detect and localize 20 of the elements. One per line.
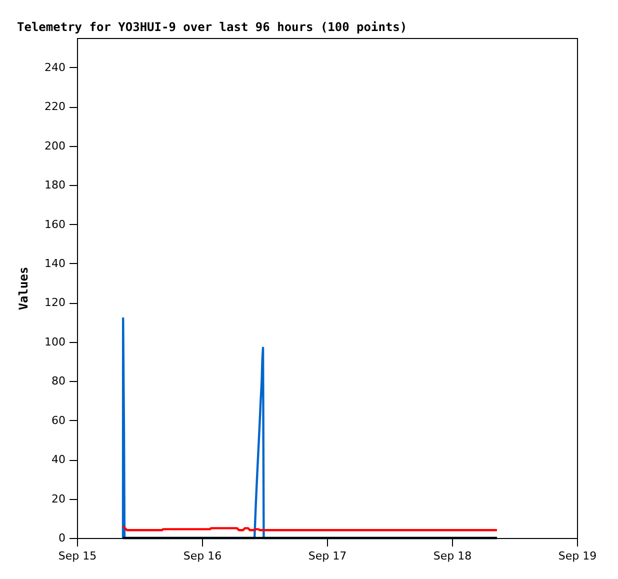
chart-title: Telemetry for YO3HUI-9 over last 96 hours (100 points) (17, 20, 408, 34)
x-tick-label: Sep 17 (308, 550, 347, 562)
y-tick-label: 100 (44, 335, 66, 348)
x-tick-label: Sep 19 (558, 550, 597, 562)
x-tick-label: Sep 16 (183, 550, 222, 562)
y-tick-label: 60 (52, 414, 66, 427)
y-tick-label: 80 (52, 374, 66, 388)
x-tick-label: Sep 15 (58, 550, 97, 562)
y-tick-label: 220 (44, 100, 66, 114)
y-tick-label: 200 (44, 139, 66, 152)
y-tick-label: 180 (44, 178, 66, 192)
y-tick-label: 20 (52, 492, 66, 506)
y-tick-label: 240 (44, 60, 66, 74)
y-tick-label: 140 (44, 256, 66, 270)
y-tick-label: 120 (44, 296, 66, 310)
y-axis-title: Values (16, 266, 31, 310)
y-tick-label: 0 (58, 532, 66, 544)
y-tick-label: 160 (44, 218, 66, 231)
y-tick-label: 40 (52, 453, 66, 466)
x-tick-label: Sep 18 (433, 550, 472, 562)
